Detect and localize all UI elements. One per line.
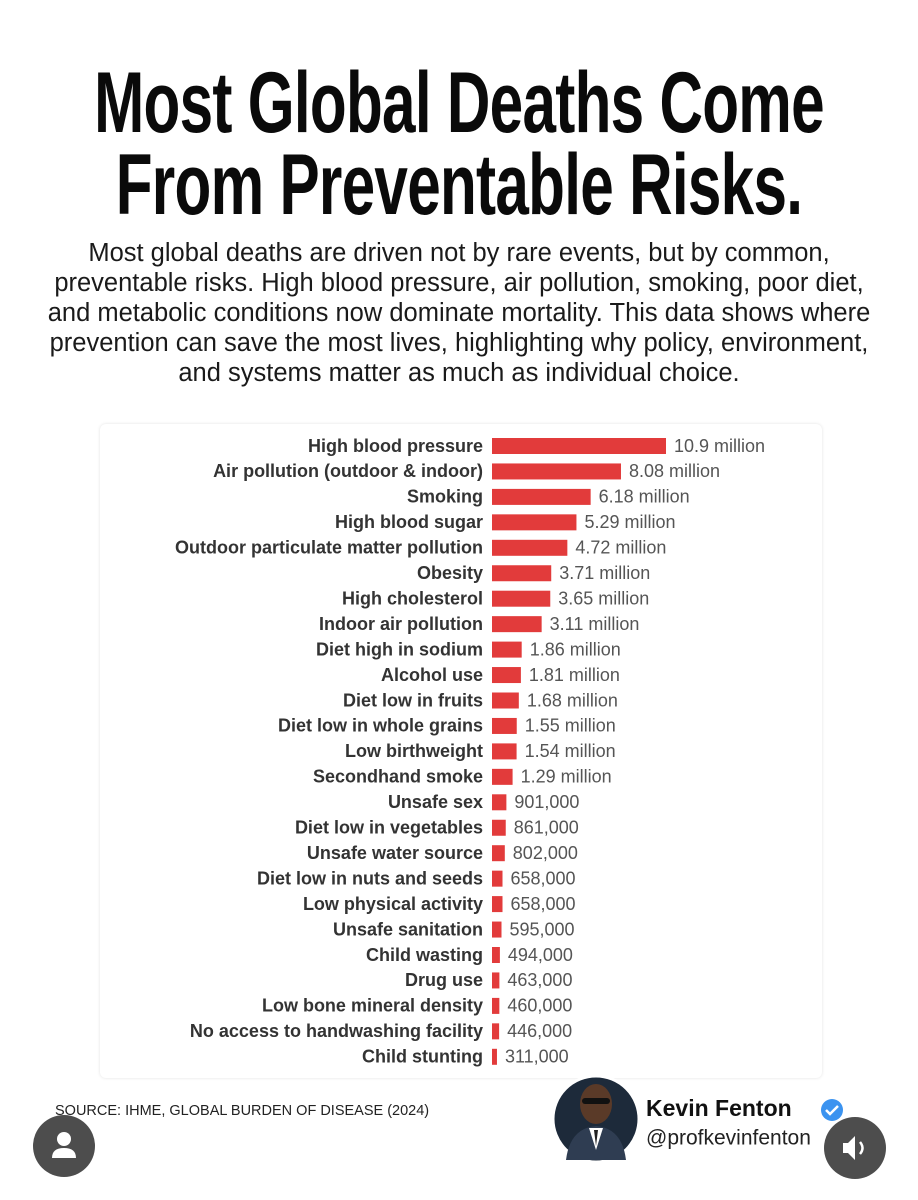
bar — [492, 641, 522, 658]
y-tick-label: No access to handwashing facility — [190, 1021, 483, 1041]
value-label: 446,000 — [507, 1021, 572, 1041]
value-label: 658,000 — [511, 868, 576, 888]
value-label: 1.54 million — [525, 741, 616, 761]
verified-badge — [821, 1099, 843, 1121]
y-tick-label: Diet low in nuts and seeds — [257, 868, 483, 888]
bar — [492, 488, 591, 505]
value-label: 4.72 million — [575, 538, 666, 558]
y-tick-label: Unsafe water source — [307, 843, 483, 863]
bar — [492, 463, 621, 480]
author-handle: @profkevinfenton — [646, 1127, 811, 1150]
bar — [492, 743, 517, 760]
y-tick-label: Diet low in vegetables — [295, 818, 483, 838]
source: SOURCE: IHME, GLOBAL BURDEN OF DISEASE (… — [55, 1103, 429, 1119]
bar — [492, 819, 506, 836]
bar — [492, 947, 500, 963]
sound-button[interactable] — [824, 1117, 886, 1179]
y-tick-label: Smoking — [407, 487, 483, 507]
value-label: 5.29 million — [584, 512, 675, 532]
chart-panel — [100, 424, 822, 1078]
bar — [492, 539, 568, 556]
bar — [492, 870, 503, 887]
value-label: 6.18 million — [599, 487, 690, 507]
y-tick-label: Diet low in whole grains — [278, 716, 483, 736]
value-label: 460,000 — [507, 996, 572, 1016]
value-label: 901,000 — [514, 792, 579, 812]
y-tick-label: Indoor air pollution — [319, 614, 483, 634]
value-label: 3.65 million — [558, 588, 649, 608]
bar — [492, 896, 503, 913]
value-label: 463,000 — [507, 970, 572, 990]
y-tick-label: Drug use — [405, 970, 483, 990]
bar — [492, 794, 507, 811]
bar — [492, 997, 500, 1014]
y-tick-label: High cholesterol — [342, 588, 483, 608]
bar — [492, 768, 513, 785]
y-tick-label: Child wasting — [366, 945, 483, 965]
value-label: 3.11 million — [550, 614, 640, 634]
bar — [492, 565, 552, 582]
value-label: 10.9 million — [674, 436, 765, 456]
y-tick-label: Low bone mineral density — [262, 996, 483, 1016]
value-label: 595,000 — [509, 919, 574, 939]
bar — [492, 1023, 500, 1040]
y-tick-label: High blood sugar — [335, 512, 483, 532]
bar — [492, 616, 542, 633]
y-tick-label: Child stunting — [362, 1047, 483, 1067]
bar — [492, 590, 551, 607]
value-label: 802,000 — [513, 843, 578, 863]
bar — [492, 438, 666, 454]
y-tick-label: High blood pressure — [308, 436, 483, 456]
bar — [492, 514, 577, 531]
avatar[interactable] — [551, 1074, 641, 1164]
value-label: 658,000 — [511, 894, 576, 914]
author-name: Kevin Fenton — [646, 1095, 792, 1121]
value-label: 3.71 million — [559, 563, 650, 583]
bar — [492, 692, 519, 709]
y-tick-label: Low physical activity — [303, 894, 483, 914]
profile-button[interactable] — [33, 1115, 95, 1177]
value-label: 1.68 million — [527, 690, 618, 710]
y-tick-label: Obesity — [417, 563, 483, 583]
bar — [492, 717, 517, 734]
value-label: 494,000 — [508, 945, 573, 965]
value-label: 1.55 million — [525, 716, 616, 736]
value-label: 861,000 — [514, 818, 579, 838]
y-tick-label: Unsafe sanitation — [333, 919, 483, 939]
y-tick-label: Low birthweight — [345, 741, 483, 761]
value-label: 1.81 million — [529, 665, 620, 685]
bar — [492, 921, 502, 938]
y-tick-label: Unsafe sex — [388, 792, 483, 812]
y-tick-label: Outdoor particulate matter pollution — [175, 538, 483, 558]
bar — [492, 667, 521, 684]
y-tick-label: Secondhand smoke — [313, 767, 483, 787]
y-tick-label: Air pollution (outdoor & indoor) — [213, 461, 483, 481]
value-label: 1.86 million — [530, 639, 621, 659]
y-tick-label: Diet high in sodium — [316, 639, 483, 659]
y-tick-label: Diet low in fruits — [343, 690, 483, 710]
chart-title: Most Global Deaths Come From Preventable… — [94, 55, 825, 233]
y-tick-label: Alcohol use — [381, 665, 483, 685]
value-label: 1.29 million — [521, 767, 612, 787]
value-label: 8.08 million — [629, 461, 720, 481]
bar — [492, 845, 505, 862]
value-label: 311,000 — [505, 1047, 569, 1067]
chart-subtitle: Most global deaths are driven not by rar… — [47, 239, 871, 387]
bar — [492, 1048, 497, 1065]
bar — [492, 972, 500, 989]
